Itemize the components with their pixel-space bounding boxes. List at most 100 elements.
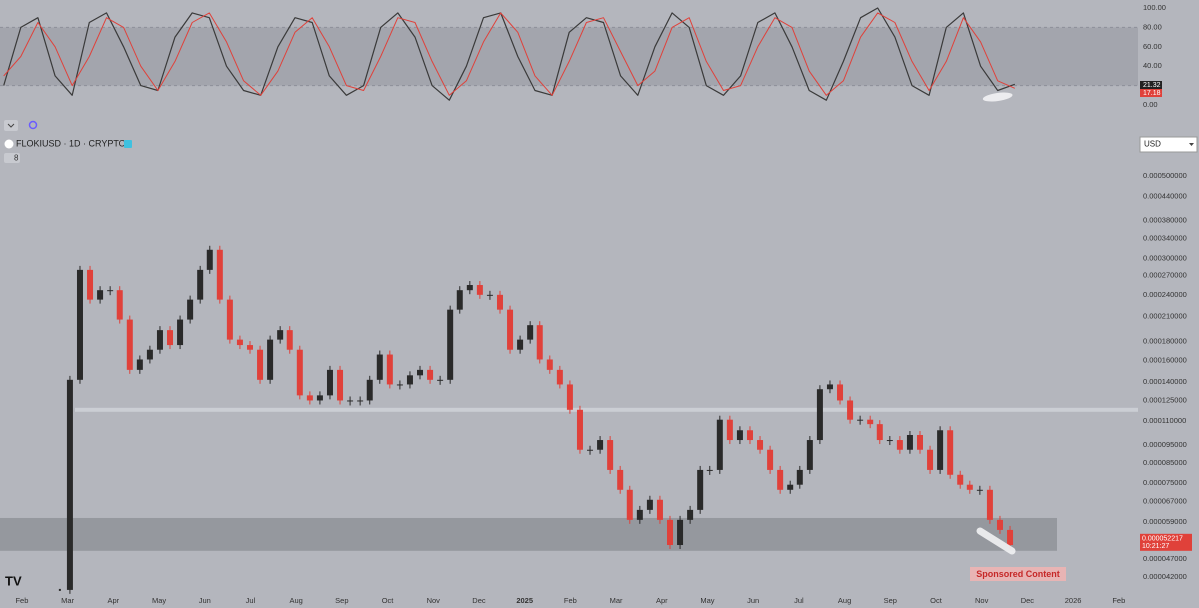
x-tick-label: Dec [472, 596, 486, 605]
candle [406, 375, 413, 385]
candle [246, 345, 253, 350]
candle [427, 369, 434, 380]
y-tick-label: 0.000047000 [1143, 554, 1187, 563]
candle [126, 319, 133, 370]
x-tick-label: Jun [747, 596, 759, 605]
indicators-toggle[interactable] [4, 153, 20, 163]
candle [906, 434, 913, 450]
x-tick-label: Mar [61, 596, 74, 605]
indicator-count: 8 [14, 154, 19, 163]
candle [587, 449, 594, 451]
candle [386, 354, 393, 385]
collapse-button[interactable] [4, 120, 18, 131]
y-tick-label: 0.000270000 [1143, 271, 1187, 280]
x-tick-label: Dec [1021, 596, 1035, 605]
candle [277, 330, 284, 340]
candle [226, 299, 233, 340]
candle [626, 489, 633, 520]
last-value-label: 21.32 [1143, 82, 1161, 89]
candle [136, 359, 143, 370]
y-tick-label: 0.00 [1143, 100, 1158, 109]
candle [177, 319, 184, 346]
candle [767, 449, 774, 470]
candle [867, 419, 874, 425]
candle [507, 309, 514, 350]
candle [806, 440, 813, 470]
candle [146, 349, 153, 360]
candle [87, 269, 94, 300]
candle [197, 269, 204, 300]
x-tick-label: Feb [1112, 596, 1125, 605]
candle [966, 484, 973, 490]
y-tick-label: 0.000125000 [1143, 395, 1187, 404]
candle [916, 434, 923, 450]
candle [417, 369, 424, 376]
y-tick-label: 0.000067000 [1143, 496, 1187, 505]
candle [816, 389, 823, 441]
y-tick-label: 0.000110000 [1143, 416, 1186, 425]
price-badge [1140, 533, 1192, 551]
candle [576, 409, 583, 450]
y-tick-label: 0.000085000 [1143, 458, 1187, 467]
candle [1007, 529, 1014, 546]
last-price: 0.000052217 [1142, 536, 1183, 543]
currency-label: USD [1144, 140, 1161, 149]
x-tick-label: Aug [289, 596, 302, 605]
oscillator-line [3, 7, 1016, 101]
highlight-mark [982, 92, 1013, 102]
candle [517, 339, 524, 350]
candle [206, 249, 213, 270]
candle [556, 369, 563, 385]
x-tick-label: 2026 [1065, 596, 1082, 605]
candle [777, 469, 784, 490]
candle [466, 285, 473, 291]
x-tick-label: Jul [246, 596, 256, 605]
candle [716, 419, 723, 470]
x-tick-label: Oct [930, 596, 943, 605]
y-tick-label: 0.000095000 [1143, 440, 1187, 449]
candle [607, 440, 614, 470]
currency-select[interactable] [1139, 136, 1198, 153]
candle [927, 449, 934, 470]
candle [437, 379, 444, 381]
candle [58, 588, 61, 591]
candle [366, 379, 373, 401]
candle [257, 349, 264, 380]
annotation-box [970, 567, 1066, 581]
y-tick-label: 0.000059000 [1143, 517, 1187, 526]
candle [536, 325, 543, 360]
candle [167, 330, 174, 346]
candle [646, 499, 653, 510]
y-tick-label: 0.000340000 [1143, 233, 1187, 242]
candle [326, 369, 333, 396]
y-tick-label: 100.00 [1143, 3, 1166, 12]
oscillator-line [3, 12, 1016, 96]
candle [736, 430, 743, 441]
highlight-mark [976, 527, 1016, 555]
candle [996, 519, 1003, 530]
symbol-label: FLOKIUSD · 1D · CRYPTO [16, 138, 126, 148]
candle [687, 509, 694, 520]
x-tick-label: Feb [564, 596, 577, 605]
candle [66, 379, 73, 590]
candle [726, 419, 733, 441]
y-tick-label: 40.00 [1143, 61, 1162, 70]
last-value-badge [1140, 81, 1162, 89]
candle [236, 339, 243, 346]
candle [546, 359, 553, 370]
oscillator-band [0, 27, 1138, 86]
annotation: Sponsored Content [976, 569, 1060, 579]
candle [986, 489, 993, 520]
x-tick-label: Apr [108, 596, 120, 605]
x-tick-label: Sep [884, 596, 897, 605]
y-tick-label: 0.000210000 [1143, 311, 1187, 320]
y-tick-label: 0.000140000 [1143, 377, 1187, 386]
settings-icon[interactable] [28, 120, 38, 130]
candle [937, 430, 944, 470]
candle [476, 285, 483, 295]
candle [486, 294, 493, 296]
candle [796, 469, 803, 485]
candle [216, 249, 223, 300]
candle [376, 354, 383, 380]
candle [847, 400, 854, 420]
